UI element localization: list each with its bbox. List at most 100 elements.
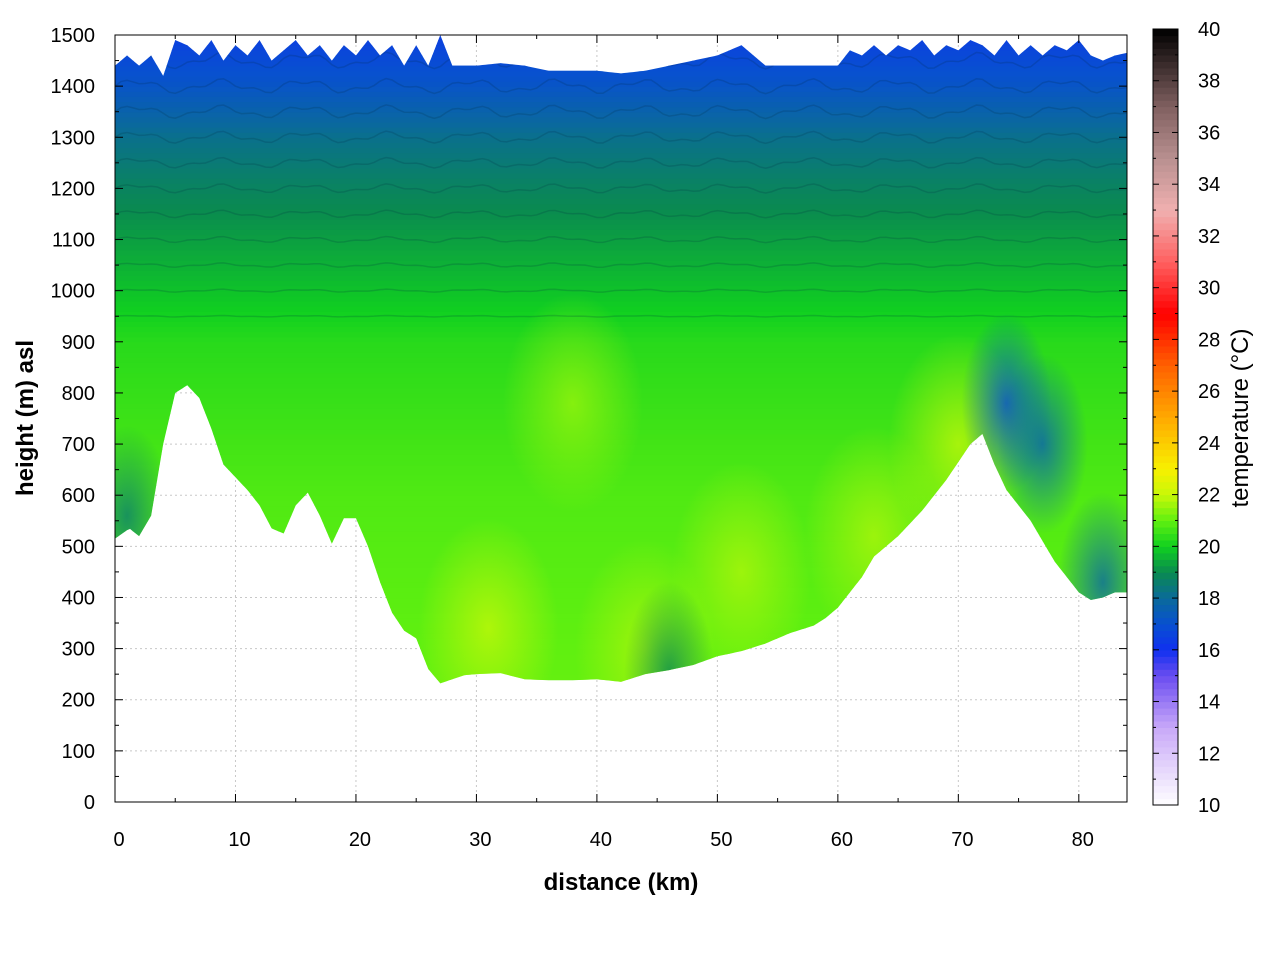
- warm-anomaly: [502, 293, 643, 514]
- temperature-band: [115, 295, 1127, 302]
- colorbar-swatch: [1153, 429, 1178, 437]
- colorbar-tick-label: 38: [1198, 71, 1220, 93]
- colorbar-swatch: [1153, 630, 1178, 638]
- colorbar-swatch: [1153, 759, 1178, 767]
- colorbar-swatch: [1153, 352, 1178, 360]
- temperature-band: [115, 751, 1127, 757]
- y-tick-label: 400: [62, 587, 95, 609]
- temperature-band: [115, 530, 1127, 537]
- temperature-band: [115, 70, 1127, 77]
- temperature-band: [115, 771, 1127, 777]
- colorbar-swatch: [1153, 106, 1178, 114]
- temperature-field: [115, 35, 1127, 788]
- colorbar-swatch: [1153, 242, 1178, 250]
- colorbar-swatch: [1153, 701, 1178, 709]
- y-tick-label: 0: [84, 792, 95, 814]
- y-axis-title: height (m) asl: [12, 340, 39, 496]
- colorbar-swatch: [1153, 274, 1178, 282]
- temperature-band: [115, 40, 1127, 46]
- colorbar-swatch: [1153, 455, 1178, 463]
- colorbar-tick-label: 16: [1198, 640, 1220, 662]
- temperature-band: [115, 111, 1127, 118]
- y-tick-label: 900: [62, 332, 95, 354]
- colorbar-swatch: [1153, 158, 1178, 166]
- axis-tick-labels: 0 10 20 30 40 50 60 70 8001002003004005006007008…: [51, 25, 1094, 851]
- temperature-band: [115, 500, 1127, 507]
- temperature-band: [115, 60, 1127, 67]
- colorbar-swatch: [1153, 708, 1178, 716]
- colorbar-swatch: [1153, 526, 1178, 534]
- colorbar-swatch: [1153, 772, 1178, 780]
- temperature-band: [115, 285, 1127, 292]
- temperature-band: [115, 116, 1127, 123]
- colorbar-swatch: [1153, 753, 1178, 761]
- colorbar-swatch: [1153, 132, 1178, 140]
- temperature-band: [115, 75, 1127, 82]
- colorbar-swatch: [1153, 287, 1178, 295]
- temperature-band: [115, 736, 1127, 742]
- colorbar-swatch: [1153, 384, 1178, 392]
- cool-anomaly: [997, 354, 1088, 535]
- colorbar-swatch: [1153, 669, 1178, 677]
- temperature-band: [115, 306, 1127, 312]
- temperature-band: [115, 515, 1127, 522]
- y-tick-label: 1200: [51, 178, 96, 200]
- temperature-band: [115, 91, 1127, 97]
- temperature-band: [115, 495, 1127, 501]
- temperature-band: [115, 705, 1127, 711]
- colorbar-swatch: [1153, 546, 1178, 554]
- y-tick-label: 100: [62, 741, 95, 763]
- colorbar-swatch: [1153, 740, 1178, 748]
- colorbar-tick-label: 40: [1198, 19, 1220, 41]
- temperature-band: [115, 782, 1127, 788]
- temperature-band: [115, 147, 1127, 154]
- colorbar-swatch: [1153, 126, 1178, 134]
- colorbar-swatch: [1153, 326, 1178, 334]
- colorbar-swatch: [1153, 410, 1178, 418]
- colorbar-swatch: [1153, 281, 1178, 289]
- colorbar-swatch: [1153, 539, 1178, 547]
- temperature-band: [115, 106, 1127, 113]
- isotherm-contour: [115, 156, 1127, 169]
- colorbar-swatch: [1153, 404, 1178, 412]
- colorbar-swatch: [1153, 714, 1178, 722]
- cool-anomaly: [115, 425, 173, 606]
- colorbar-swatch: [1153, 623, 1178, 631]
- colorbar-swatch: [1153, 617, 1178, 625]
- temperature-band: [115, 249, 1127, 256]
- temperature-band: [115, 86, 1127, 92]
- colorbar-swatch: [1153, 656, 1178, 664]
- colorbar-swatch: [1153, 190, 1178, 198]
- colorbar-swatch: [1153, 138, 1178, 146]
- x-tick-label: 70: [951, 829, 973, 851]
- temperature-band: [115, 173, 1127, 179]
- cool-anomaly: [1057, 492, 1127, 673]
- colorbar-swatch: [1153, 203, 1178, 211]
- colorbar-tick-label: 30: [1198, 278, 1220, 300]
- colorbar-swatch: [1153, 119, 1178, 127]
- x-tick-label: 40: [590, 829, 612, 851]
- colorbar-swatch: [1153, 688, 1178, 696]
- colorbar-swatch: [1153, 80, 1178, 88]
- colorbar-swatch: [1153, 643, 1178, 651]
- temperature-band: [115, 157, 1127, 164]
- temperature-band: [115, 178, 1127, 184]
- temperature-band: [115, 766, 1127, 772]
- temperature-band: [115, 55, 1127, 62]
- y-tick-label: 600: [62, 485, 95, 507]
- colorbar-swatch: [1153, 727, 1178, 735]
- colorbar-tick-label: 18: [1198, 588, 1220, 610]
- colorbar-tick-label: 22: [1198, 485, 1220, 507]
- colorbar-swatch: [1153, 345, 1178, 353]
- colorbar-swatch: [1153, 358, 1178, 366]
- temperature-band: [115, 730, 1127, 736]
- isotherm-contour: [115, 77, 1127, 95]
- colorbar-swatch: [1153, 462, 1178, 470]
- temperature-band: [115, 203, 1127, 210]
- colorbar-swatch: [1153, 61, 1178, 69]
- colorbar-tick-label: 14: [1198, 692, 1220, 714]
- temperature-band: [115, 45, 1127, 51]
- isotherm-contour: [115, 130, 1127, 145]
- isotherm-contour: [115, 209, 1127, 219]
